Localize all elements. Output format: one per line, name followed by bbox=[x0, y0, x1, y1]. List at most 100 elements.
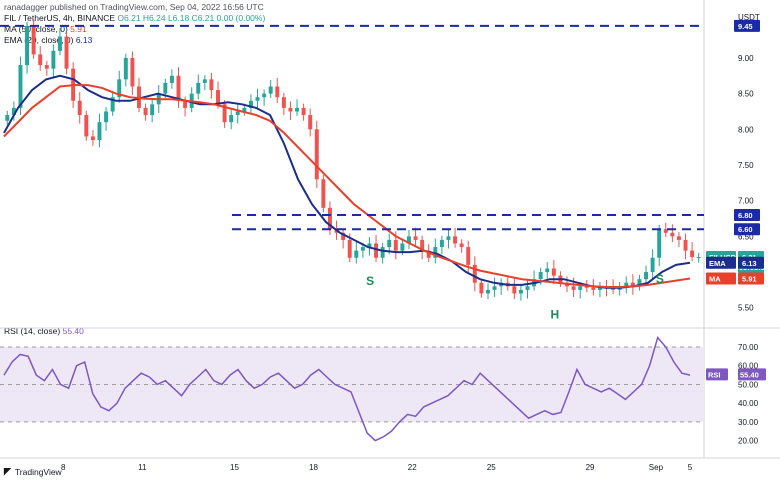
rsi-line bbox=[3, 336, 691, 442]
ema-legend-value: 6.13 bbox=[75, 35, 93, 45]
candle-body bbox=[387, 239, 392, 248]
candle-body bbox=[275, 86, 280, 98]
candle-body bbox=[354, 250, 359, 258]
candle-body bbox=[104, 111, 109, 123]
candle-body bbox=[222, 104, 227, 123]
price-tick-label: 8.00 bbox=[738, 125, 754, 134]
candle-body bbox=[202, 79, 207, 83]
candle-body bbox=[130, 57, 135, 87]
ema-legend-label: EMA (20, close, 0) bbox=[4, 35, 74, 45]
ema-legend: EMA (20, close, 0) 6.13 bbox=[4, 35, 92, 45]
tradingview-logo-text: TradingView bbox=[14, 466, 62, 477]
candle-body bbox=[176, 75, 181, 101]
tradingview-logo: ◤ TradingView bbox=[4, 466, 62, 477]
candle-body bbox=[5, 115, 10, 121]
time-tick-label: 18 bbox=[309, 463, 318, 472]
ma-legend-value: 5.91 bbox=[70, 24, 87, 34]
rsi-tick-label: 40.00 bbox=[738, 399, 759, 408]
candle-body bbox=[321, 179, 326, 208]
level-tag bbox=[734, 223, 760, 236]
candle-body bbox=[169, 75, 174, 83]
level-tag-label: 6.80 bbox=[738, 211, 753, 220]
candle-body bbox=[637, 279, 642, 287]
candle-body bbox=[117, 79, 122, 98]
candle-body bbox=[314, 129, 319, 180]
candle-body bbox=[406, 236, 411, 244]
candle-body bbox=[492, 286, 497, 290]
candle-body bbox=[690, 250, 695, 258]
candle-body bbox=[624, 282, 629, 287]
price-tag-value-box bbox=[738, 256, 764, 269]
candle-body bbox=[235, 111, 240, 116]
ohlc-values: O6.21 H6.24 L6.18 C6.21 0.00 (0.00%) bbox=[117, 13, 266, 23]
candle-body bbox=[31, 25, 36, 55]
ma-legend-label: MA (50, close, 0) bbox=[4, 24, 68, 34]
candle-body bbox=[110, 97, 115, 112]
time-tick-label: 8 bbox=[61, 463, 66, 472]
candle-body bbox=[683, 239, 688, 251]
candle-body bbox=[84, 115, 89, 137]
rsi-legend-value: 55.40 bbox=[62, 326, 84, 336]
candle-body bbox=[597, 286, 602, 290]
candle-body bbox=[367, 243, 372, 248]
candle-body bbox=[670, 232, 675, 237]
candle-body bbox=[545, 268, 550, 273]
candle-body bbox=[644, 272, 649, 280]
candle-body bbox=[51, 50, 56, 69]
candle-body bbox=[288, 107, 293, 112]
candle-body bbox=[295, 107, 300, 112]
price-tag-value: 5.91 bbox=[742, 274, 757, 283]
candle-body bbox=[242, 107, 247, 112]
candle-body bbox=[255, 97, 260, 101]
candle-body bbox=[163, 82, 168, 94]
candle-body bbox=[571, 286, 576, 290]
candle-body bbox=[281, 97, 286, 108]
price-tag-name: EMA bbox=[709, 259, 726, 268]
candle-body bbox=[551, 268, 556, 276]
candle-body bbox=[479, 282, 484, 294]
candle-body bbox=[38, 54, 43, 66]
rsi-tick-label: 60.00 bbox=[738, 362, 759, 371]
candle-body bbox=[44, 65, 49, 69]
candle-body bbox=[518, 289, 523, 294]
candle-body bbox=[374, 243, 379, 258]
candle-body bbox=[650, 257, 655, 273]
rsi-tick-label: 70.00 bbox=[738, 343, 759, 352]
price-tick-label: 8.50 bbox=[738, 90, 754, 99]
rsi-tick-label: 30.00 bbox=[738, 418, 759, 427]
rsi-tag-name: RSI bbox=[708, 370, 721, 379]
price-tick-label: 7.00 bbox=[738, 197, 754, 206]
ma-line bbox=[3, 84, 691, 288]
candle-body bbox=[426, 250, 431, 258]
candle-body bbox=[611, 287, 616, 290]
symbol-legend: FIL / TetherUS, 4h, BINANCE O6.21 H6.24 … bbox=[4, 13, 265, 23]
candle-body bbox=[380, 247, 385, 258]
price-tag-value: 6.13 bbox=[742, 259, 757, 268]
candle-body bbox=[453, 236, 458, 244]
ema-line bbox=[3, 74, 691, 289]
rsi-tag-value-box bbox=[738, 368, 766, 381]
publisher-credit: ranadagger published on TradingView.com,… bbox=[4, 2, 264, 12]
price-tag-name-box bbox=[706, 256, 736, 269]
candle-body bbox=[472, 264, 477, 283]
candle-body bbox=[143, 107, 148, 116]
candle-body bbox=[57, 36, 62, 51]
pattern-annotation-s: S bbox=[366, 274, 374, 288]
time-tick-label: 29 bbox=[586, 463, 595, 472]
candle-body bbox=[301, 107, 306, 116]
price-tag-name-box bbox=[706, 272, 736, 285]
candle-body bbox=[11, 107, 16, 116]
time-tick-label: 15 bbox=[230, 463, 239, 472]
candle-body bbox=[216, 90, 220, 105]
candle-body bbox=[90, 136, 95, 141]
candle-body bbox=[209, 79, 214, 91]
candle-body bbox=[459, 243, 464, 248]
currency-label: USDT bbox=[738, 13, 760, 22]
candle-body bbox=[439, 239, 444, 248]
candle-body bbox=[591, 287, 596, 290]
candle-body bbox=[77, 100, 82, 116]
candle-body bbox=[262, 93, 267, 98]
candle-body bbox=[347, 239, 352, 258]
candle-body bbox=[268, 86, 273, 94]
